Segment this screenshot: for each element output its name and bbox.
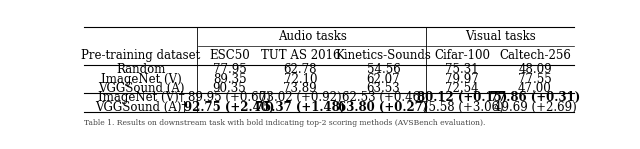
Text: 75.31: 75.31 xyxy=(445,63,479,76)
Text: 90.35: 90.35 xyxy=(212,82,246,95)
Text: Random: Random xyxy=(116,63,166,76)
Text: 79.97: 79.97 xyxy=(445,73,479,86)
Text: Pre-training dataset: Pre-training dataset xyxy=(81,49,201,62)
Text: Kinetics-Sounds: Kinetics-Sounds xyxy=(335,49,431,62)
Text: 77.86 (+0.31): 77.86 (+0.31) xyxy=(490,91,580,104)
Text: Cifar-100: Cifar-100 xyxy=(434,49,490,62)
Text: 89.95 (+0.60): 89.95 (+0.60) xyxy=(188,91,271,104)
Text: 63.53: 63.53 xyxy=(367,82,401,95)
Text: 48.09: 48.09 xyxy=(518,63,552,76)
Text: 62.53 (+0.46): 62.53 (+0.46) xyxy=(342,91,425,104)
Text: Caltech-256: Caltech-256 xyxy=(499,49,571,62)
Text: 54.56: 54.56 xyxy=(367,63,401,76)
Text: 75.58 (+3.06): 75.58 (+3.06) xyxy=(420,101,503,114)
Text: 80.12 (+0.15): 80.12 (+0.15) xyxy=(417,91,507,104)
Text: VGGSound (A): VGGSound (A) xyxy=(98,82,184,95)
Text: 72.10: 72.10 xyxy=(284,73,317,86)
Text: Audio tasks: Audio tasks xyxy=(278,30,348,43)
Text: ESC50: ESC50 xyxy=(209,49,250,62)
Text: Table 1. Results on downstream task with bold indicating top-2 scoring methods (: Table 1. Results on downstream task with… xyxy=(84,119,485,127)
Text: ImageNet (V)†: ImageNet (V)† xyxy=(98,91,184,104)
Text: 72.54: 72.54 xyxy=(445,82,479,95)
Text: 77.95: 77.95 xyxy=(212,63,246,76)
Text: 49.69 (+2.69): 49.69 (+2.69) xyxy=(493,101,577,114)
Text: 75.37 (+1.48): 75.37 (+1.48) xyxy=(255,101,346,114)
Text: VGGSound (A)†: VGGSound (A)† xyxy=(95,101,188,114)
Text: 47.00: 47.00 xyxy=(518,82,552,95)
Text: 62.78: 62.78 xyxy=(284,63,317,76)
Text: ImageNet (V): ImageNet (V) xyxy=(100,73,182,86)
Text: 62.07: 62.07 xyxy=(367,73,400,86)
Text: 92.75 (+2.40): 92.75 (+2.40) xyxy=(184,101,275,114)
Text: 63.80 (+0.27): 63.80 (+0.27) xyxy=(339,101,429,114)
Text: 73.02 (+0.92): 73.02 (+0.92) xyxy=(259,91,342,104)
Text: 77.55: 77.55 xyxy=(518,73,552,86)
Text: TUT AS 2016: TUT AS 2016 xyxy=(260,49,340,62)
Text: Visual tasks: Visual tasks xyxy=(465,30,536,43)
Text: 73.89: 73.89 xyxy=(284,82,317,95)
Text: 89.35: 89.35 xyxy=(212,73,246,86)
